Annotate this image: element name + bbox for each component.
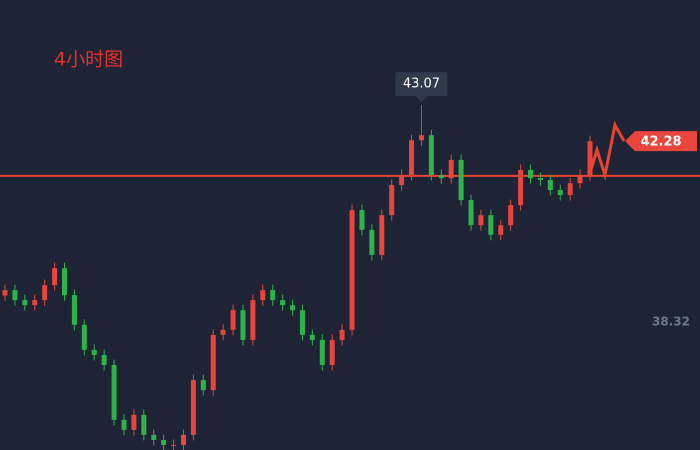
candle-body — [399, 174, 405, 186]
candle-body — [468, 200, 474, 226]
candle-body — [200, 380, 206, 391]
y-tick-label: 38.32 — [652, 315, 690, 329]
chart-title: 4小时图 — [54, 49, 123, 71]
candle-body — [557, 190, 563, 196]
candle-body — [250, 300, 256, 340]
candle-body — [547, 180, 553, 191]
candle-body — [101, 354, 107, 366]
candle-body — [428, 135, 434, 175]
candle-body — [171, 444, 177, 446]
candle-body — [151, 434, 157, 440]
candle-body — [220, 329, 226, 335]
candle-body — [587, 141, 593, 175]
candle-body — [508, 205, 514, 226]
candle-body — [161, 439, 167, 445]
candle-body — [52, 268, 58, 286]
candle-body — [42, 285, 48, 301]
candle-body — [131, 414, 137, 430]
candle-body — [290, 305, 296, 311]
candle-body — [528, 169, 534, 179]
candle-body — [121, 419, 127, 430]
candle-body — [141, 414, 147, 435]
candle-body — [389, 185, 395, 216]
candle-body — [438, 174, 444, 179]
plot: 38.32 43.07 42.28 — [0, 72, 700, 450]
candle-body — [270, 290, 276, 301]
candle-body — [32, 300, 38, 306]
candle-body — [61, 268, 67, 296]
candle-body — [418, 135, 424, 141]
candle-body — [240, 310, 246, 340]
candle-body — [339, 329, 345, 340]
candle-body — [369, 229, 375, 255]
candle-body — [230, 310, 236, 330]
candle-body — [22, 300, 28, 306]
candle-body — [518, 169, 524, 206]
candle-body — [488, 215, 494, 235]
candle-body — [448, 159, 454, 179]
arrow-sketch — [587, 120, 626, 181]
candle-body — [567, 183, 573, 196]
candle-body — [349, 210, 355, 330]
peak-label-box — [395, 72, 448, 97]
candle-body — [111, 365, 117, 420]
candle-body — [91, 349, 97, 355]
candle-body — [280, 300, 286, 306]
candle-body — [319, 339, 325, 366]
candle-body — [81, 324, 87, 350]
candle-body — [498, 225, 504, 235]
candle-body — [260, 290, 266, 301]
candle-body — [180, 434, 186, 445]
candle-body — [329, 339, 335, 366]
candle-body — [309, 334, 315, 340]
price-tag — [625, 131, 697, 152]
peak-label: 43.07 — [403, 77, 440, 92]
candle-body — [458, 159, 464, 201]
price-tag-label: 42.28 — [640, 135, 681, 150]
candle-body — [379, 215, 385, 255]
candle-body — [409, 140, 415, 175]
candle-body — [537, 178, 543, 180]
candle-body — [577, 174, 583, 184]
candle-body — [12, 290, 18, 301]
candle-body — [359, 210, 365, 230]
candle-body — [299, 310, 305, 335]
candle-body — [190, 380, 196, 435]
candle-body — [478, 215, 484, 226]
candle-body — [2, 290, 8, 296]
candle-body — [210, 334, 216, 391]
peak-label-pointer — [415, 96, 428, 103]
candle-body — [71, 295, 77, 325]
